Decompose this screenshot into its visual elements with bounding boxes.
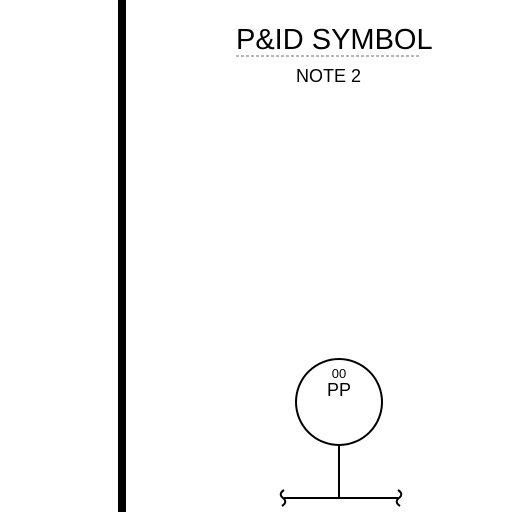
process-line-break-right	[395, 489, 403, 507]
header-title: P&ID SYMBOL	[236, 24, 433, 56]
instrument-function-letters: PP	[327, 380, 351, 400]
sheet-border-line	[118, 0, 126, 512]
process-line-break-left	[279, 489, 287, 507]
instrument-tag-number: 00	[332, 366, 346, 381]
header-note: NOTE 2	[296, 66, 361, 86]
